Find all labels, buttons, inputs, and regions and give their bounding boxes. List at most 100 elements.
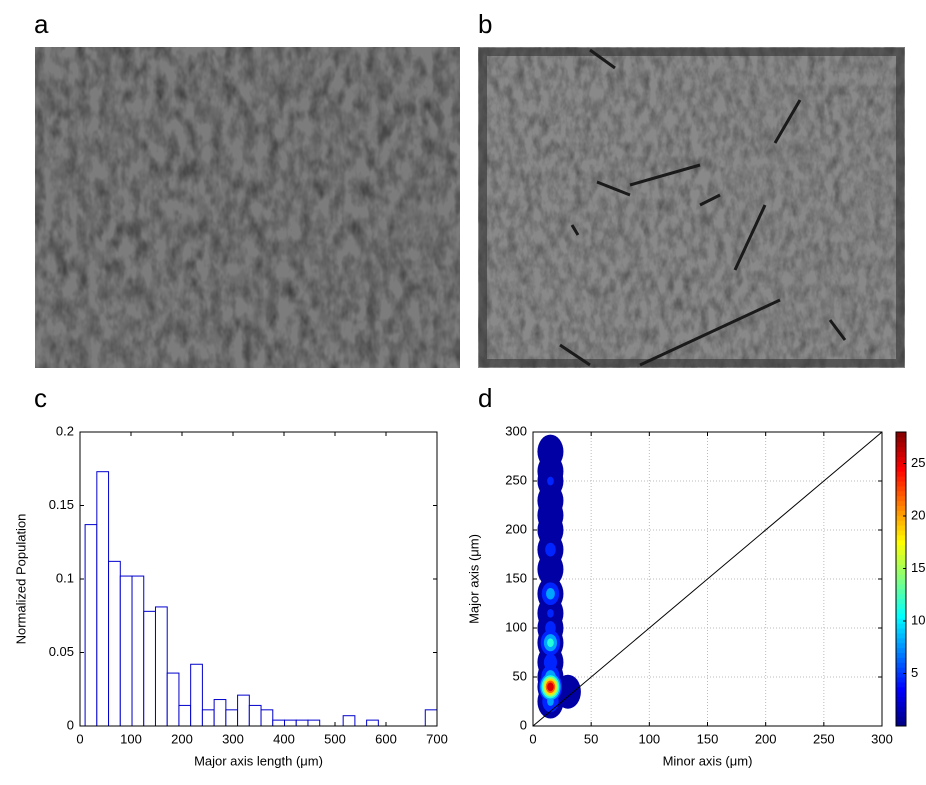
- bar: [108, 560, 121, 727]
- colorbar-step: [896, 495, 906, 502]
- contour-blob: [547, 638, 554, 648]
- contour-blob: [545, 542, 556, 557]
- y-tick-label: 100: [505, 619, 527, 634]
- bar: [424, 709, 438, 727]
- colorbar-step: [896, 436, 906, 443]
- y-tick-label: 0.2: [56, 423, 74, 438]
- colorbar-step: [896, 481, 906, 487]
- colorbar-step: [896, 657, 906, 663]
- colorbar-step: [896, 549, 906, 555]
- y-tick-label: 0.15: [49, 497, 74, 512]
- colorbar-step: [896, 677, 906, 683]
- contour-blob: [537, 552, 564, 587]
- colorbar-step: [896, 623, 906, 629]
- x-tick-label: 700: [426, 731, 448, 746]
- bar: [96, 471, 110, 727]
- x-tick-label: 100: [638, 731, 660, 746]
- x-tick-label: 600: [375, 731, 397, 746]
- colorbar-step: [896, 515, 906, 521]
- bar: [154, 606, 168, 727]
- colorbar-step: [896, 525, 906, 531]
- colorbar-step: [896, 466, 906, 472]
- x-axis-label: Minor axis (μm): [663, 753, 753, 768]
- colorbar-step: [896, 618, 906, 624]
- colorbar-step: [896, 603, 906, 609]
- colorbar-step: [896, 476, 906, 482]
- colorbar-step: [896, 564, 906, 570]
- y-tick-label: 300: [505, 423, 527, 438]
- bar: [225, 709, 239, 727]
- x-tick-label: 300: [871, 731, 893, 746]
- x-tick-label: 50: [584, 731, 598, 746]
- y-tick-label: 150: [505, 570, 527, 585]
- y-tick-label: 0: [520, 717, 527, 732]
- panel-label: b: [478, 9, 492, 39]
- bar: [260, 709, 274, 727]
- x-tick-label: 0: [529, 731, 536, 746]
- colorbar-step: [896, 505, 906, 511]
- colorbar-frame: [895, 431, 907, 727]
- x-axis-label: Major axis length (μm): [194, 753, 323, 768]
- colorbar-step: [896, 446, 906, 453]
- colorbar-step: [896, 652, 906, 658]
- colorbar-step: [896, 691, 906, 698]
- y-tick-label: 0: [67, 717, 74, 732]
- colorbar-step: [896, 613, 906, 619]
- colorbar-step: [896, 456, 906, 462]
- contour-blob: [547, 608, 554, 618]
- colorbar-step: [896, 706, 906, 712]
- colorbar-step: [896, 441, 906, 448]
- x-tick-label: 100: [120, 731, 142, 746]
- colorbar-step: [896, 583, 906, 590]
- plot-frame: [79, 431, 438, 727]
- bar: [295, 719, 309, 727]
- bar: [178, 704, 192, 727]
- colorbar-step: [896, 544, 906, 551]
- colorbar-step: [896, 490, 906, 497]
- x-tick-label: 200: [171, 731, 193, 746]
- diagonal-line: [532, 431, 883, 727]
- bar: [190, 663, 203, 727]
- bar: [366, 719, 379, 727]
- image-a: [35, 47, 460, 368]
- colorbar-step: [896, 721, 906, 727]
- bar: [237, 694, 250, 727]
- bar: [213, 699, 227, 727]
- x-tick-label: 250: [813, 731, 835, 746]
- contour-blob: [547, 476, 554, 486]
- colorbar-step: [896, 579, 906, 585]
- x-tick-label: 400: [273, 731, 295, 746]
- y-axis-label: Normalized Population: [13, 514, 28, 645]
- x-tick-label: 300: [222, 731, 244, 746]
- colorbar-step: [896, 608, 906, 614]
- panel-label: a: [34, 9, 49, 39]
- colorbar-step: [896, 632, 906, 639]
- colorbar-tick-label: 10: [911, 612, 925, 627]
- colorbar-step: [896, 672, 906, 678]
- colorbar-tick-label: 20: [911, 507, 925, 522]
- colorbar-step: [896, 530, 906, 536]
- colorbar-step: [896, 520, 906, 526]
- colorbar-step: [896, 637, 906, 644]
- colorbar-step: [896, 559, 906, 565]
- plot-frame: [532, 431, 883, 727]
- colorbar-step: [896, 628, 906, 634]
- colorbar-step: [896, 588, 906, 595]
- colorbar-step: [896, 696, 906, 702]
- colorbar-step: [896, 593, 906, 600]
- colorbar-step: [896, 701, 906, 707]
- y-tick-label: 50: [513, 668, 527, 683]
- bar: [342, 715, 356, 727]
- bar: [166, 672, 180, 727]
- colorbar-step: [896, 554, 906, 560]
- contour-blob: [546, 587, 555, 600]
- colorbar-step: [896, 598, 906, 604]
- bar: [284, 719, 297, 727]
- colorbar-step: [896, 681, 906, 688]
- colorbar-tick-label: 15: [911, 560, 925, 575]
- x-tick-label: 150: [697, 731, 719, 746]
- x-tick-label: 200: [755, 731, 777, 746]
- bar: [131, 575, 145, 727]
- bar: [248, 704, 262, 727]
